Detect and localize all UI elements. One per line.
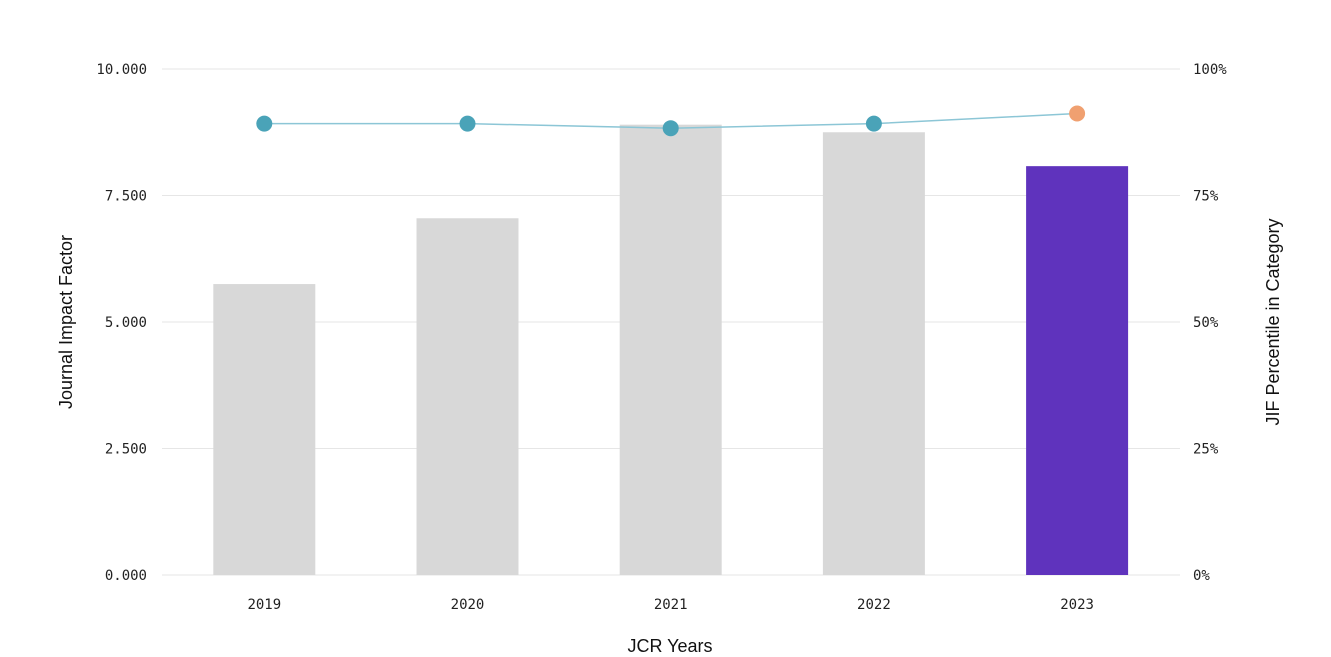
- bars: [213, 124, 1129, 576]
- bar-2023: [1026, 166, 1129, 576]
- percentile-point-2023: [1069, 105, 1086, 122]
- right-axis-title: JIF Percentile in Category: [1263, 218, 1283, 425]
- x-tick-label: 2021: [654, 597, 688, 613]
- x-axis-ticks: 2019 2020 2021 2022 2023: [247, 597, 1094, 613]
- right-tick-label: 0%: [1193, 568, 1210, 584]
- bar-2022: [822, 132, 925, 575]
- x-tick-label: 2023: [1060, 597, 1094, 613]
- left-tick-label: 2.500: [105, 442, 147, 458]
- percentile-point-2021: [662, 120, 679, 137]
- bar-2019: [213, 284, 316, 575]
- percentile-point-2019: [256, 115, 273, 132]
- x-tick-label: 2020: [451, 597, 485, 613]
- right-tick-label: 100%: [1193, 62, 1227, 78]
- left-tick-label: 0.000: [105, 568, 147, 584]
- percentile-point-2020: [459, 115, 476, 132]
- left-tick-label: 7.500: [105, 189, 147, 205]
- right-tick-label: 50%: [1193, 315, 1219, 331]
- left-axis-title: Journal Impact Factor: [56, 235, 76, 409]
- right-axis-ticks: 0% 25% 50% 75% 100%: [1193, 62, 1227, 584]
- right-tick-label: 75%: [1193, 189, 1219, 205]
- percentile-line: [256, 105, 1086, 137]
- left-axis-ticks: 0.000 2.500 5.000 7.500 10.000: [96, 62, 147, 584]
- x-tick-label: 2019: [247, 597, 281, 613]
- right-tick-label: 25%: [1193, 442, 1219, 458]
- bar-2020: [416, 218, 519, 575]
- left-tick-label: 5.000: [105, 315, 147, 331]
- left-tick-label: 10.000: [96, 62, 147, 78]
- x-axis-title: JCR Years: [627, 636, 712, 656]
- percentile-point-2022: [865, 115, 882, 132]
- bar-2021: [619, 124, 722, 575]
- x-tick-label: 2022: [857, 597, 891, 613]
